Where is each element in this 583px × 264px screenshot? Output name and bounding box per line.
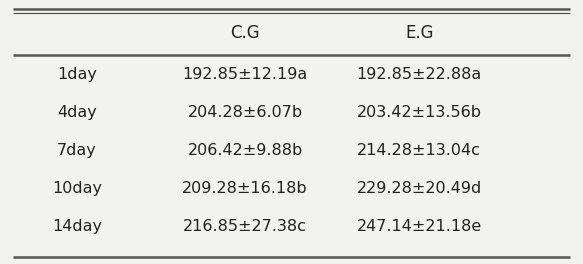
Text: 203.42±13.56b: 203.42±13.56b xyxy=(357,105,482,120)
Text: 216.85±27.38c: 216.85±27.38c xyxy=(183,219,307,234)
Text: 209.28±16.18b: 209.28±16.18b xyxy=(182,181,308,196)
Text: 10day: 10day xyxy=(52,181,102,196)
Text: E.G: E.G xyxy=(405,24,433,42)
Text: 192.85±22.88a: 192.85±22.88a xyxy=(357,67,482,82)
Text: 247.14±21.18e: 247.14±21.18e xyxy=(357,219,482,234)
Text: 1day: 1day xyxy=(57,67,97,82)
Text: 214.28±13.04c: 214.28±13.04c xyxy=(357,143,481,158)
Text: 7day: 7day xyxy=(57,143,97,158)
Text: 14day: 14day xyxy=(52,219,102,234)
Text: 229.28±20.49d: 229.28±20.49d xyxy=(357,181,482,196)
Text: 4day: 4day xyxy=(57,105,97,120)
Text: C.G: C.G xyxy=(230,24,260,42)
Text: 192.85±12.19a: 192.85±12.19a xyxy=(182,67,308,82)
Text: 204.28±6.07b: 204.28±6.07b xyxy=(188,105,303,120)
Text: 206.42±9.88b: 206.42±9.88b xyxy=(188,143,303,158)
